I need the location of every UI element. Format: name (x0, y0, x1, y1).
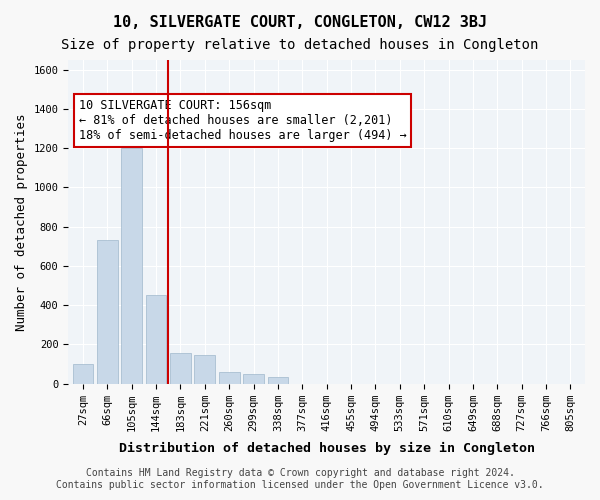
Text: Contains HM Land Registry data © Crown copyright and database right 2024.
Contai: Contains HM Land Registry data © Crown c… (56, 468, 544, 490)
Bar (73, 364, 93, 384)
Bar (146, 296, 166, 384)
Bar (268, 376, 288, 384)
Text: 10 SILVERGATE COURT: 156sqm
← 81% of detached houses are smaller (2,201)
18% of : 10 SILVERGATE COURT: 156sqm ← 81% of det… (79, 99, 406, 142)
Bar (97, 240, 118, 384)
Bar (170, 353, 191, 384)
Bar (121, 148, 142, 384)
Bar (219, 372, 239, 384)
Text: 10, SILVERGATE COURT, CONGLETON, CW12 3BJ: 10, SILVERGATE COURT, CONGLETON, CW12 3B… (113, 15, 487, 30)
Bar (243, 374, 264, 384)
Bar (194, 355, 215, 384)
Y-axis label: Number of detached properties: Number of detached properties (15, 113, 28, 330)
X-axis label: Distribution of detached houses by size in Congleton: Distribution of detached houses by size … (119, 442, 535, 455)
Text: Size of property relative to detached houses in Congleton: Size of property relative to detached ho… (61, 38, 539, 52)
